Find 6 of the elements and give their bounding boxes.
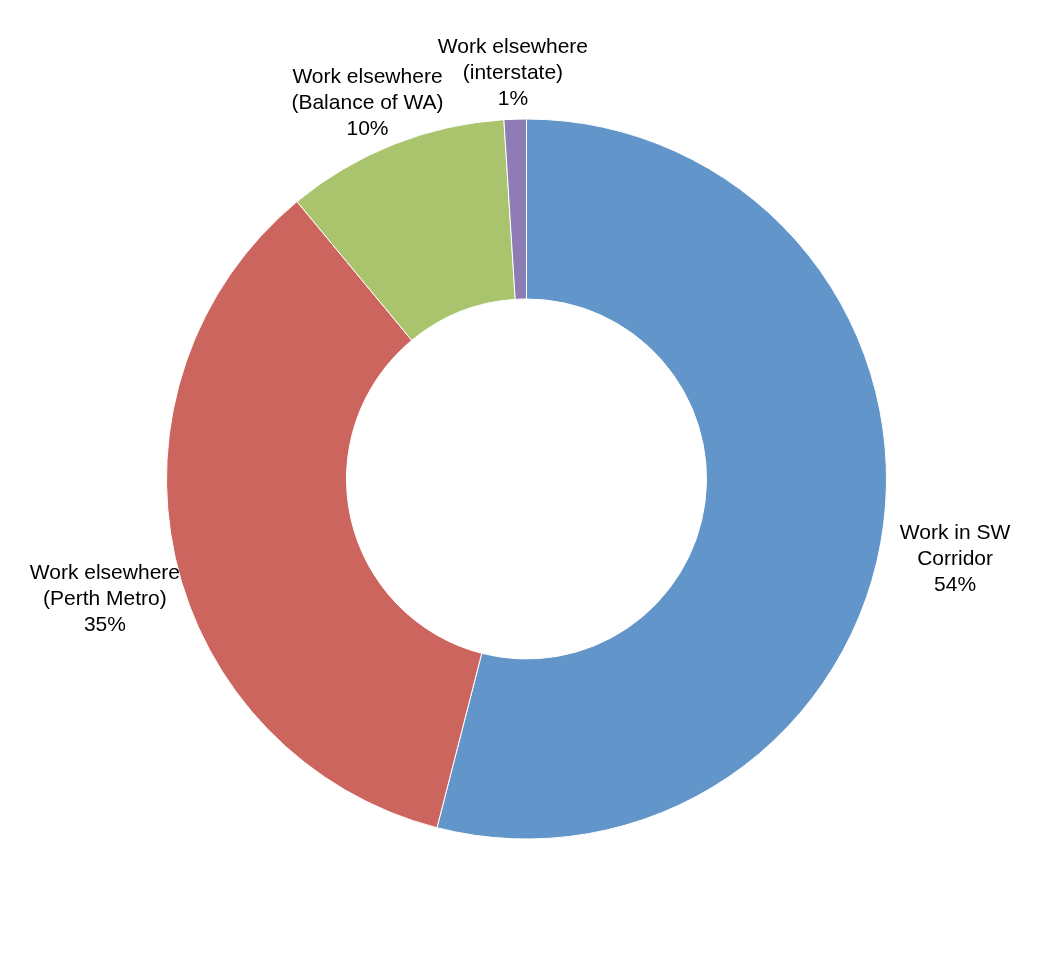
data-label: 10% <box>346 116 389 140</box>
data-label: 35% <box>83 612 126 636</box>
data-label: 1% <box>497 86 529 110</box>
data-label: 54% <box>934 572 977 596</box>
slice-label: Work elsewhere (Perth Metro) <box>29 560 180 610</box>
slice-label: Work in SW Corridor <box>899 520 1011 570</box>
